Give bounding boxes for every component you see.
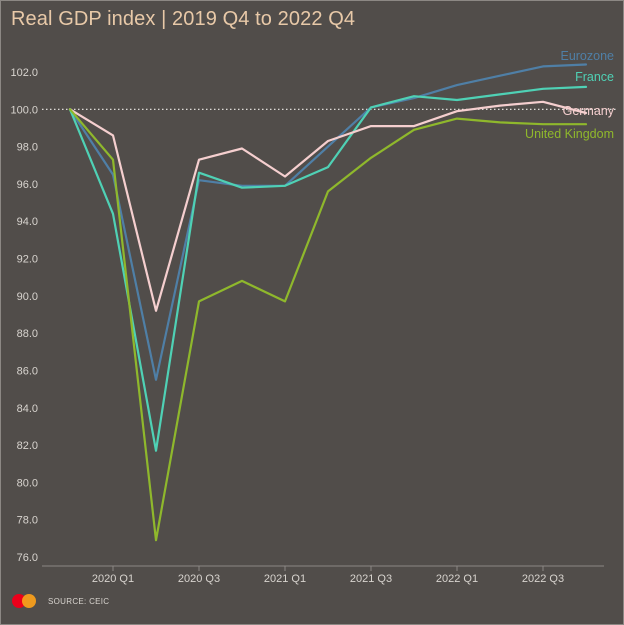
- series-label-france: France: [575, 70, 614, 84]
- y-tick-label: 82.0: [17, 440, 38, 452]
- x-axis: 2020 Q1 2020 Q3 2021 Q1 2021 Q3 2022 Q1 2022 …: [42, 565, 604, 585]
- y-tick-label: 76.0: [17, 552, 38, 564]
- y-tick-label: 90.0: [17, 291, 38, 303]
- x-tick-label: 2022 Q3: [522, 573, 564, 585]
- y-tick-label: 86.0: [17, 365, 38, 377]
- series-line-eurozone: [68, 63, 588, 381]
- chart-title: Real GDP index | 2019 Q4 to 2022 Q4: [11, 8, 356, 30]
- series-line-france: [68, 85, 588, 452]
- x-tick-label: 2020 Q3: [178, 573, 220, 585]
- y-tick-label: 78.0: [17, 515, 38, 527]
- series-labels: Eurozone France Germany United Kingdom: [525, 49, 615, 141]
- y-tick-label: 84.0: [17, 403, 38, 415]
- footer: SOURCE: CEIC: [12, 593, 109, 609]
- series-label-germany: Germany: [563, 104, 615, 118]
- x-tick-label: 2021 Q1: [264, 573, 306, 585]
- y-axis: 76.0 78.0 80.0 82.0 84.0 86.0 88.0 90.0 92.0 94.0…: [10, 67, 38, 564]
- y-tick-label: 92.0: [17, 254, 38, 266]
- series-label-united-kingdom: United Kingdom: [525, 127, 614, 141]
- source-note: SOURCE: CEIC: [48, 596, 110, 606]
- x-tick-label: 2022 Q1: [436, 573, 478, 585]
- series-lines: [68, 63, 588, 542]
- series-label-eurozone: Eurozone: [560, 49, 614, 63]
- y-tick-label: 88.0: [17, 328, 38, 340]
- x-tick-label: 2021 Q3: [350, 573, 392, 585]
- mastercard-logo-icon: [12, 594, 38, 608]
- y-tick-label: 96.0: [17, 179, 38, 191]
- y-tick-label: 94.0: [17, 216, 38, 228]
- y-tick-label: 80.0: [17, 477, 38, 489]
- x-tick-label: 2020 Q1: [92, 573, 134, 585]
- y-tick-label: 102.0: [10, 67, 38, 79]
- y-tick-label: 98.0: [17, 142, 38, 154]
- series-line-germany: [68, 100, 588, 312]
- series-line-united-kingdom: [68, 108, 588, 542]
- y-tick-label: 100.0: [10, 104, 38, 116]
